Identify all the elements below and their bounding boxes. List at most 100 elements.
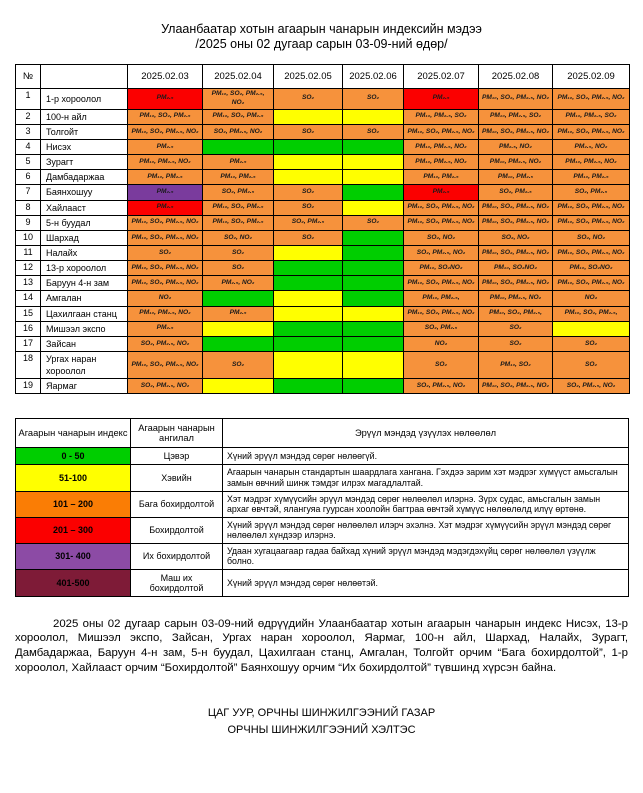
legend-category: Хэвийн: [130, 464, 223, 492]
aqi-cell: SO₂: [403, 351, 479, 380]
aqi-cell: [273, 320, 343, 337]
aqi-cell: PM₁₀, PM₂.₅, NO₂: [403, 139, 479, 156]
aqi-table-body: 1 1-р хороолол PM₂.₅ PM₁₀, SO₂, PM₂.₅, NO₂ S…: [15, 88, 630, 395]
table-row: 14 Амгалан NO₂ PM₁₀, PM₂.₅, PM₁₀, PM₂.₅, NO₂…: [15, 290, 630, 307]
aqi-cell: PM₁₀, PM₂.₅: [202, 169, 274, 186]
aqi-cell: SO₂, PM₂.₅, NO₂: [127, 378, 203, 395]
table-row: 11 Налайх SO₂ SO₂ SO₂, PM₂.₅, NO₂ PM₁₀, SO₂, …: [15, 245, 630, 262]
legend-row: 401-500 Маш их бохирдолтой Хүний эрүүл мэн…: [15, 568, 629, 597]
aqi-cell: SO₂, PM₂.₅, NO₂: [127, 335, 203, 353]
date-header: 2025.02.04: [202, 64, 274, 89]
aqi-cell: SO₂, PM₂.₅, NO₂: [403, 245, 479, 262]
aqi-cell: PM₁₀, SO₂: [478, 351, 553, 380]
table-row: 17 Зайсан SO₂, PM₂.₅, NO₂ NO₂ SO₂ SO₂: [15, 335, 630, 353]
row-number: 3: [15, 123, 41, 141]
aqi-cell: PM₁₀, SO₂, PM₂.₅, NO₂: [552, 199, 630, 216]
legend-range: 0 - 50: [15, 447, 131, 466]
aqi-cell: PM₁₀, PM₂.₅, NO₂: [552, 154, 630, 171]
aqi-cell: [273, 275, 343, 292]
number-header: №: [15, 64, 41, 89]
aqi-cell: PM₁₀, PM₂.₅: [552, 169, 630, 186]
legend-row: 101 – 200 Бага бохирдолтой Хэт мэдрэг хүмү…: [15, 490, 629, 518]
aqi-cell: [202, 320, 274, 337]
station-name: 1-р хороолол: [40, 88, 128, 110]
aqi-cell: NO₂: [403, 335, 479, 353]
row-number: 17: [15, 335, 41, 353]
aqi-cell: PM₁₀, SO₂NO₂: [403, 260, 479, 277]
aqi-cell: SO₂: [342, 214, 404, 231]
aqi-cell: PM₁₀, SO₂, PM₂.₅, NO₂: [478, 245, 553, 262]
row-number: 14: [15, 290, 41, 307]
aqi-cell: SO₂: [202, 260, 274, 277]
aqi-cell: PM₁₀, PM₂.₅, NO₂: [478, 154, 553, 171]
table-row: 16 Мишээл экспо PM₂.₅ SO₂, PM₂.₅ SO₂: [15, 320, 630, 337]
aqi-cell: PM₁₀, PM₂.₅: [478, 169, 553, 186]
aqi-cell: [273, 108, 343, 125]
aqi-cell: PM₂.₅: [127, 199, 203, 216]
legend-row: 0 - 50 Цэвэр Хүний эрүүл мэндэд сөрөг нөлө…: [15, 447, 629, 466]
aqi-cell: PM₁₀, PM₂.₅, NO₂: [478, 290, 553, 307]
date-header: 2025.02.06: [342, 64, 404, 89]
aqi-cell: [342, 351, 404, 380]
footer-org: ЦАГ УУР, ОРЧНЫ ШИНЖИЛГЭЭНИЙ ГАЗАР ОРЧНЫ …: [0, 705, 643, 738]
aqi-table: № 2025.02.03 2025.02.04 2025.02.05 2025.02.…: [15, 64, 630, 395]
aqi-cell: PM₂.₅: [202, 305, 274, 322]
aqi-cell: SO₂: [127, 245, 203, 262]
legend-range: 201 – 300: [15, 516, 131, 544]
aqi-cell: NO₂: [127, 290, 203, 307]
aqi-cell: SO₂, NO₂: [552, 229, 630, 247]
legend-row: 301- 400 Их бохирдолтой Удаан хугацаагаар …: [15, 542, 629, 570]
aqi-cell: [342, 275, 404, 292]
legend-row: 201 – 300 Бохирдолтой Хүний эрүүл мэндэд с…: [15, 516, 629, 544]
aqi-cell: [273, 335, 343, 353]
aqi-cell: [342, 245, 404, 262]
aqi-cell: [273, 260, 343, 277]
aqi-cell: PM₂.₅: [403, 88, 479, 110]
row-number: 9: [15, 214, 41, 231]
row-number: 8: [15, 199, 41, 216]
table-row: 18 Ургах наран хороолол PM₁₀, SO₂, PM₂.₅, …: [15, 351, 630, 380]
aqi-cell: SO₂: [342, 88, 404, 110]
aqi-cell: PM₁₀, PM₂.₅, NO₂: [127, 305, 203, 322]
legend-description: Хүний эрүүл мэндэд сөрөг нөлөөлөл илэрч …: [222, 516, 629, 544]
row-number: 5: [15, 154, 41, 171]
aqi-cell: SO₂, PM₂.₅, NO₂: [552, 378, 630, 395]
table-row: 4 Нисэх PM₂.₅ PM₁₀, PM₂.₅, NO₂ PM₂.₅, NO₂ PM₂…: [15, 139, 630, 156]
legend-range: 51-100: [15, 464, 131, 492]
aqi-cell: PM₂.₅, NO₂: [202, 275, 274, 292]
legend-header-category: Агаарын чанарын ангилал: [130, 418, 223, 449]
aqi-cell: SO₂, PM₂.₅: [478, 184, 553, 201]
aqi-cell: [273, 305, 343, 322]
table-row: 1 1-р хороолол PM₂.₅ PM₁₀, SO₂, PM₂.₅, NO₂ S…: [15, 88, 630, 110]
station-name: Зурагт: [40, 154, 128, 171]
date-header: 2025.02.09: [552, 64, 630, 89]
aqi-cell: [273, 290, 343, 307]
aqi-cell: PM₂.₅, NO₂: [478, 139, 553, 156]
aqi-cell: [202, 378, 274, 395]
aqi-cell: SO₂, PM₂.₅: [202, 184, 274, 201]
table-row: 10 Шархад PM₁₀, SO₂, PM₂.₅, NO₂ SO₂, NO₂ SO₂…: [15, 229, 630, 247]
aqi-cell: [342, 199, 404, 216]
station-name: Баянхошуу: [40, 184, 128, 201]
aqi-cell: PM₂.₅: [127, 184, 203, 201]
table-row: 19 Яармаг SO₂, PM₂.₅, NO₂ SO₂, PM₂.₅, NO₂ PM…: [15, 378, 630, 395]
aqi-cell: PM₁₀, SO₂, PM₂.₅, NO₂: [127, 123, 203, 141]
aqi-cell: [342, 139, 404, 156]
aqi-cell: [273, 154, 343, 171]
aqi-cell: [552, 320, 630, 337]
aqi-cell: [342, 290, 404, 307]
summary-paragraph: 2025 оны 02 дугаар сарын 03-09-ний өдрүү…: [15, 617, 628, 674]
table-row: 5 Зурагт PM₁₀, PM₂.₅, NO₂ PM₂.₅ PM₁₀, PM₂.₅,…: [15, 154, 630, 171]
table-row: 9 5-н буудал PM₁₀, SO₂, PM₂.₅, NO₂ PM₁₀, SO…: [15, 214, 630, 231]
footer-org-line1: ЦАГ УУР, ОРЧНЫ ШИНЖИЛГЭЭНИЙ ГАЗАР: [207, 707, 436, 720]
aqi-cell: PM₁₀, SO₂, PM₂.₅, NO₂: [478, 199, 553, 216]
table-row: 2 100-н айл PM₁₀, SO₂, PM₂.₅ PM₁₀, SO₂, PM₂…: [15, 108, 630, 125]
aqi-cell: [342, 320, 404, 337]
aqi-cell: PM₁₀, SO₂, PM₂.₅, NO₂: [127, 229, 203, 247]
aqi-cell: PM₁₀, PM₂.₅, SO₂: [552, 108, 630, 125]
station-name: Дамбадаржаа: [40, 169, 128, 186]
date-header: 2025.02.07: [403, 64, 479, 89]
aqi-cell: NO₂: [552, 290, 630, 307]
table-row: 15 Цахилгаан станц PM₁₀, PM₂.₅, NO₂ PM₂.₅ PM…: [15, 305, 630, 322]
aqi-cell: PM₂.₅: [127, 320, 203, 337]
